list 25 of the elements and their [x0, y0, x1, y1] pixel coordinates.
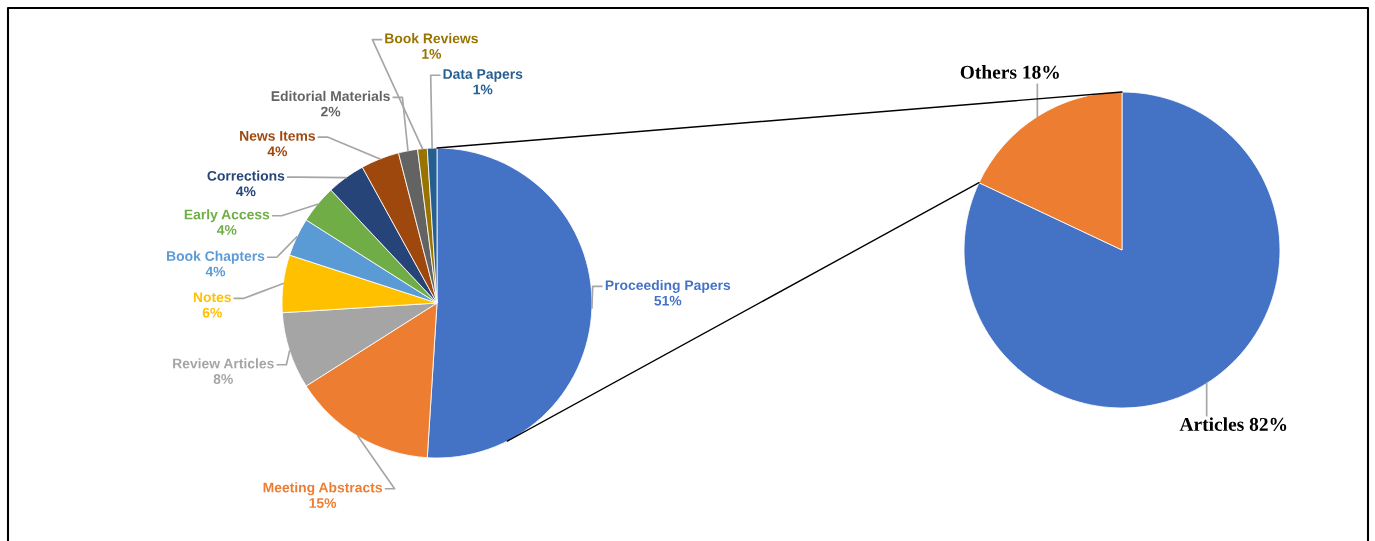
data-label: 4% — [205, 266, 226, 277]
slice-label: Notes — [193, 292, 231, 303]
slice-label: Proceeding Papers — [605, 279, 731, 293]
slice-label: Corrections — [207, 170, 285, 181]
slice-label: Articles 82% — [1179, 417, 1287, 432]
data-label: 1% — [422, 48, 442, 59]
slice-label: Early Access — [184, 209, 270, 223]
slice-label: Book Reviews — [385, 33, 478, 44]
slice-label: Others 18% — [960, 65, 1059, 79]
data-label: 1% — [473, 84, 493, 95]
slice-label: Editorial Materials — [271, 90, 390, 102]
data-label: 4% — [267, 146, 288, 157]
data-label: 4% — [216, 225, 237, 235]
data-label: 15% — [309, 498, 337, 508]
data-label: 2% — [321, 106, 341, 117]
slice-label: Data Papers — [443, 69, 523, 82]
data-label: 4% — [236, 186, 256, 197]
slice-label: Book Chapters — [167, 250, 265, 264]
slice-label: News Items — [240, 131, 316, 141]
slice-label: Review Articles — [173, 358, 274, 369]
slice-label: Meeting Abstracts — [263, 482, 382, 496]
data-label: 8% — [213, 374, 233, 384]
data-label: 6% — [202, 307, 222, 318]
data-label: 51% — [654, 295, 682, 306]
pie-slice — [963, 91, 1281, 409]
